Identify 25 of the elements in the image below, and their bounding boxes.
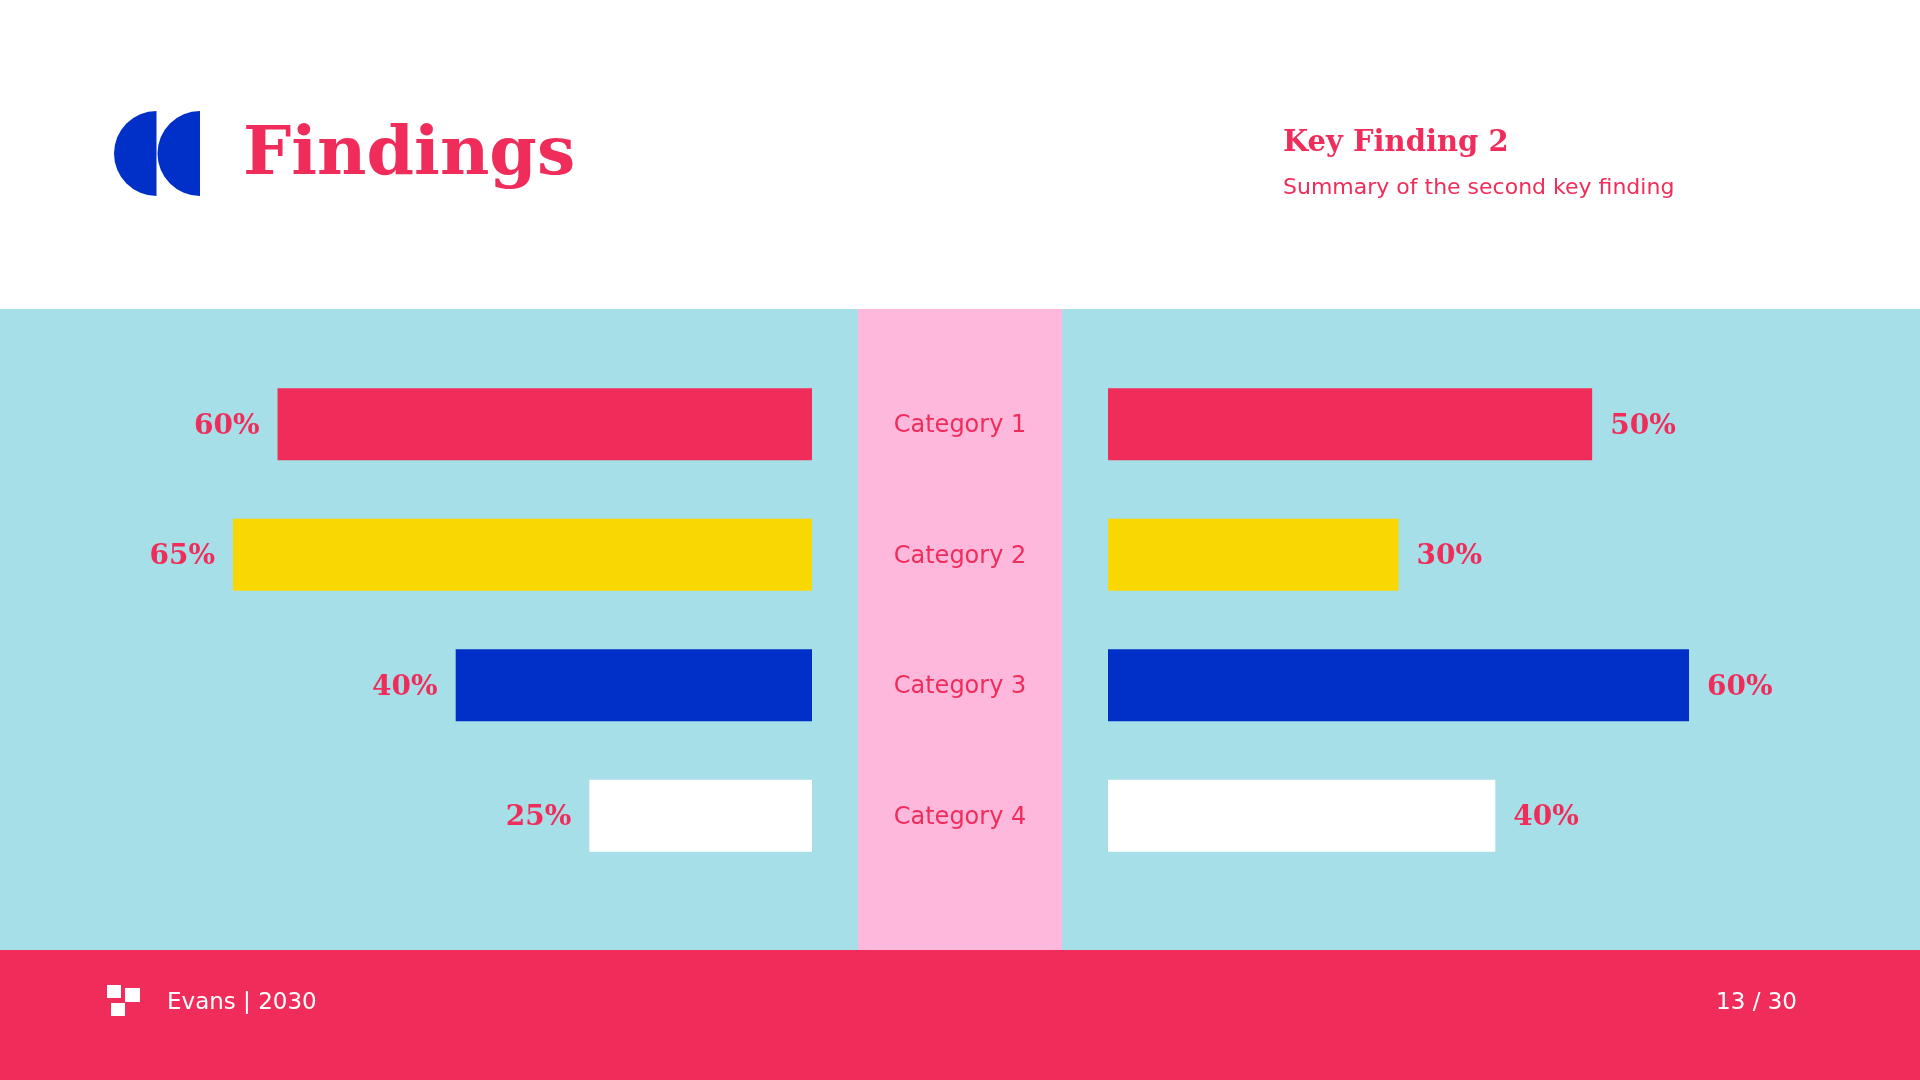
bar	[1108, 388, 1593, 461]
bar	[1108, 779, 1496, 852]
data-label: 50%	[1610, 407, 1676, 441]
text: Evans | 2030	[167, 988, 317, 1016]
bar	[1108, 649, 1689, 722]
bar	[1108, 518, 1399, 591]
chart-title: Key Finding 2	[1283, 124, 1509, 159]
bar	[455, 649, 812, 722]
y-tick-label: Category 2	[893, 540, 1027, 569]
data-label: 60%	[1707, 668, 1773, 702]
data-label: 60%	[193, 407, 260, 441]
chart-subtitle: Summary of the second key finding	[1283, 174, 1675, 201]
data-label: 40%	[1513, 799, 1579, 833]
y-tick-label: Category 4	[893, 801, 1027, 830]
data-label: 40%	[372, 668, 438, 702]
bar	[589, 779, 812, 852]
text: 13 / 30	[1716, 988, 1797, 1016]
bar	[277, 388, 812, 461]
data-label: 65%	[149, 538, 215, 572]
y-tick-label: Category 3	[893, 671, 1027, 700]
data-label: 30%	[1416, 538, 1483, 572]
chart-title: Findings	[243, 110, 576, 192]
bar	[233, 518, 812, 591]
data-label: 25%	[505, 799, 572, 833]
y-tick-label: Category 1	[893, 410, 1027, 439]
